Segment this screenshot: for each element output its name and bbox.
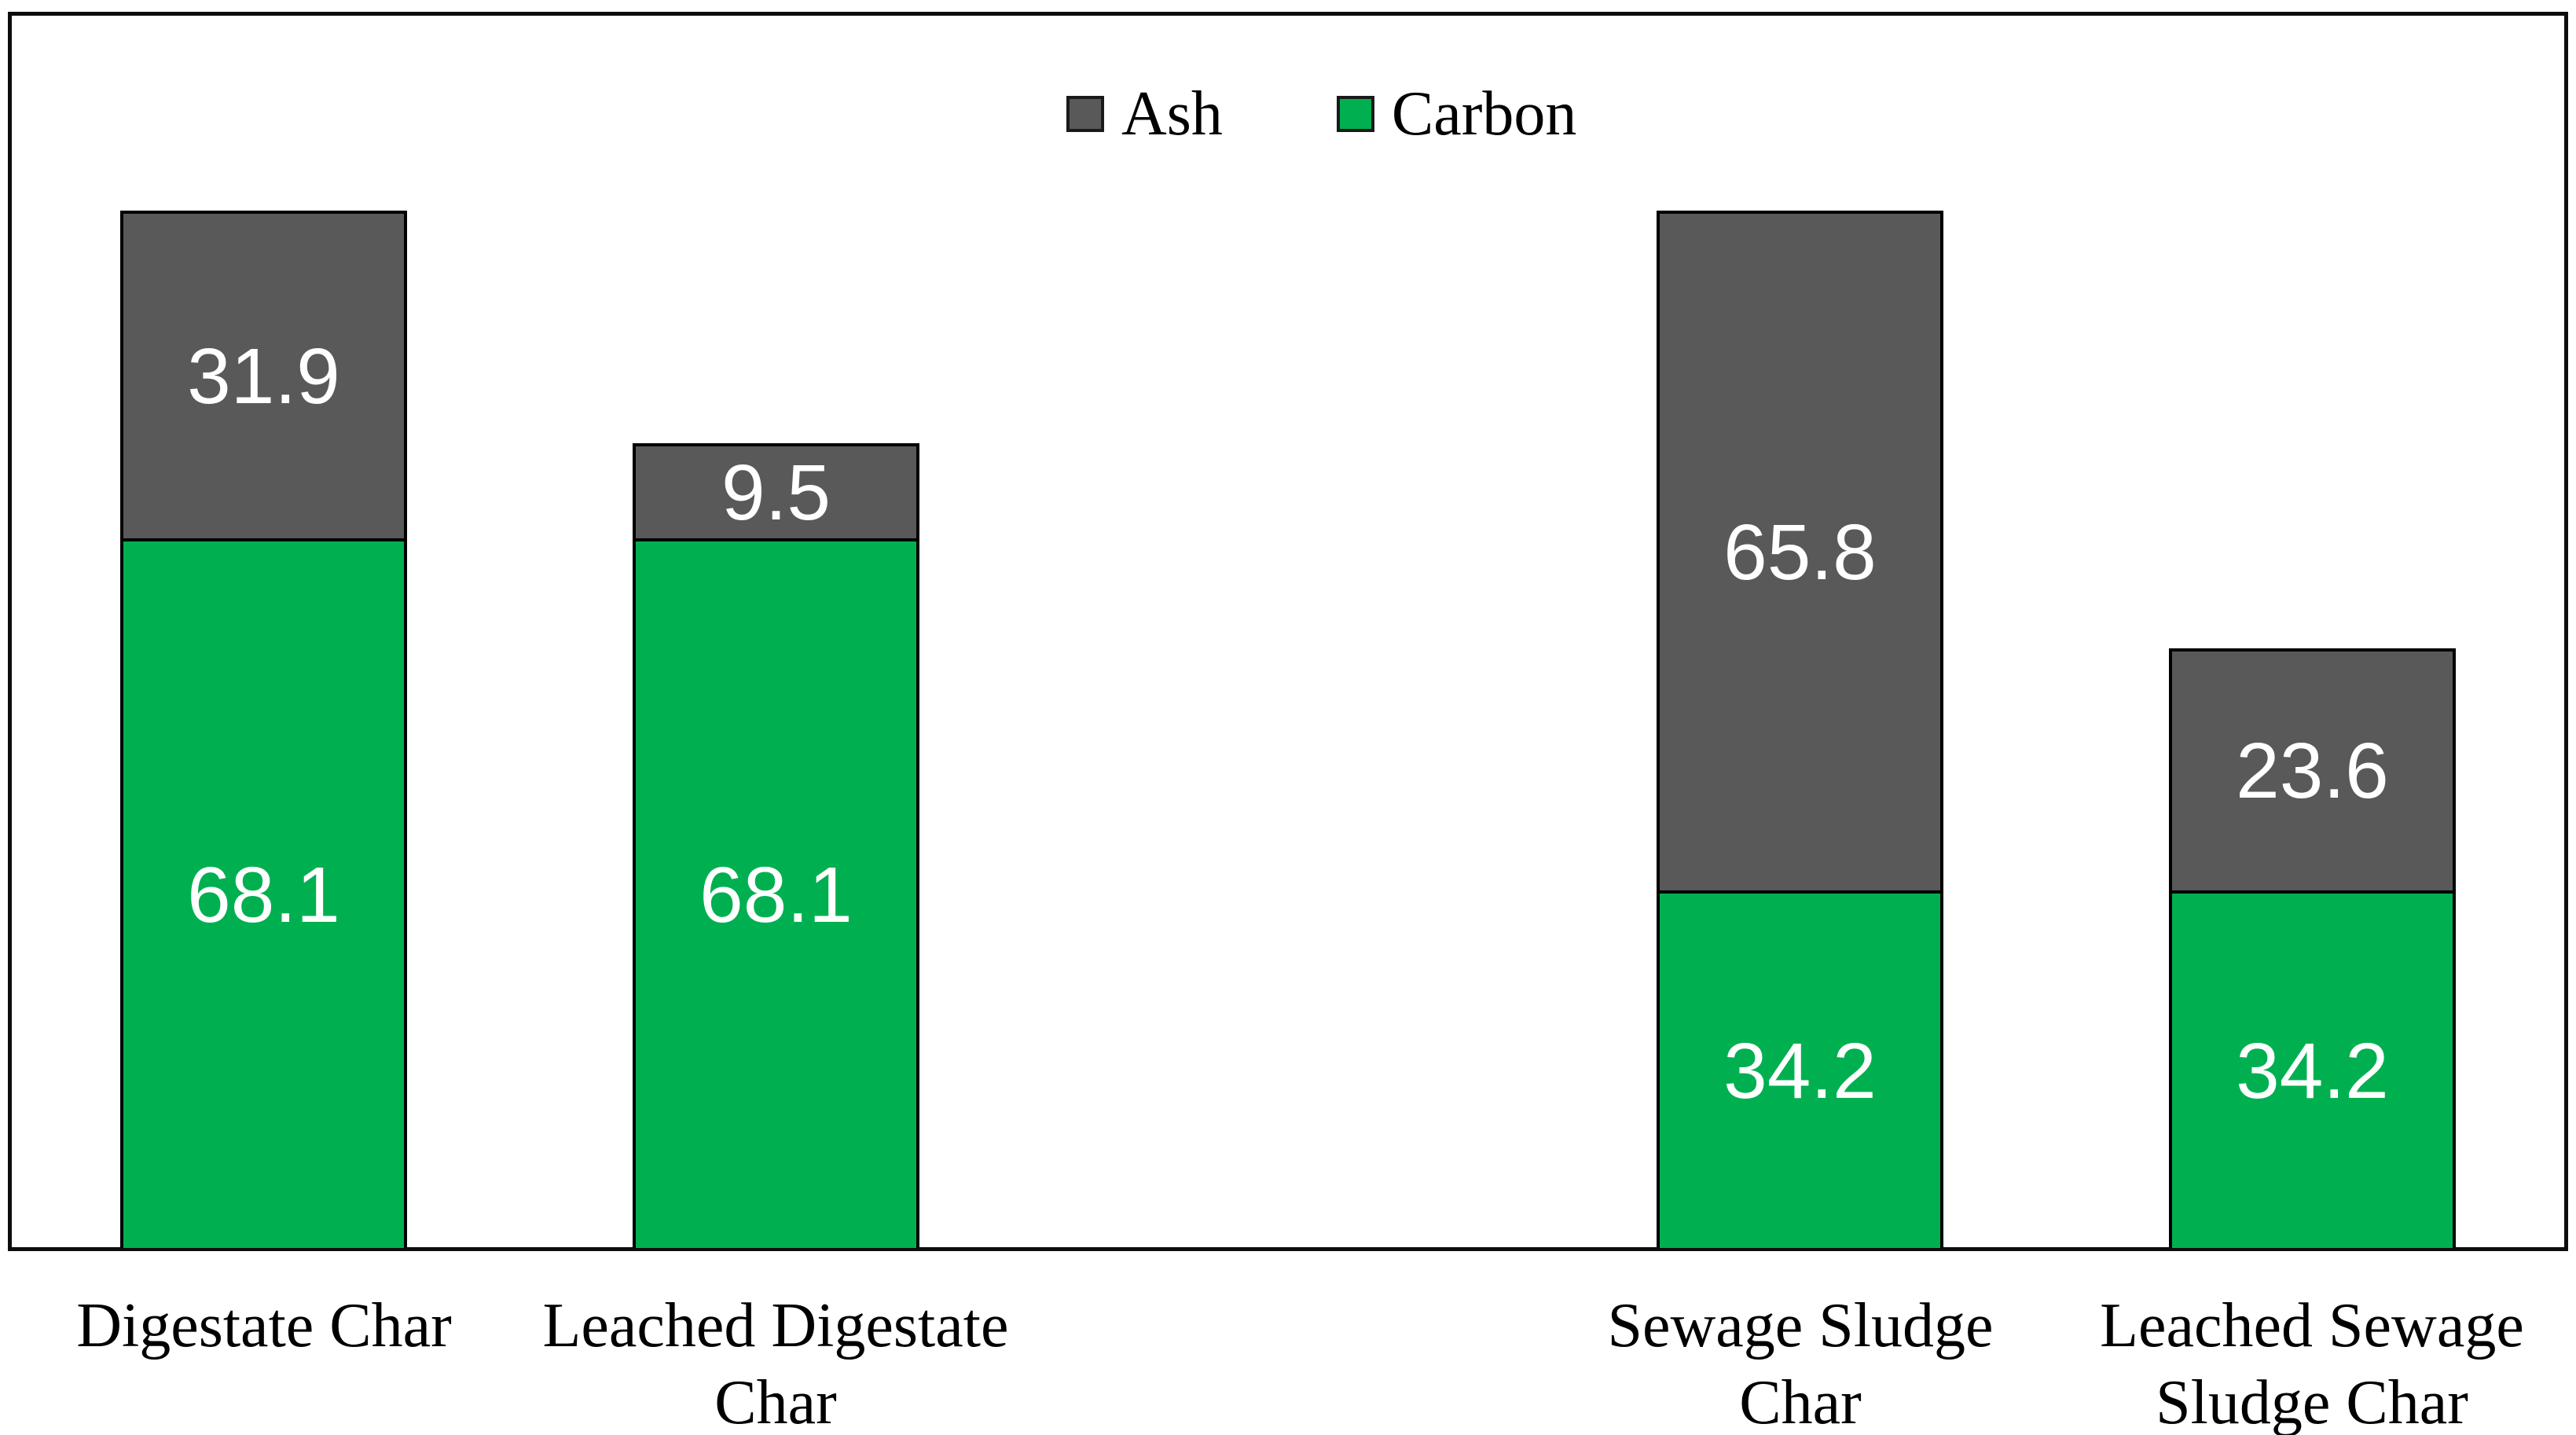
category-label-line: Sewage Sludge xyxy=(1607,1291,1994,1360)
category-label-line: Digestate Char xyxy=(76,1291,452,1360)
carbon-bar-segment xyxy=(120,541,407,1248)
category-label-line: Char xyxy=(1739,1368,1862,1435)
legend-label-ash: Ash xyxy=(1121,79,1223,149)
category-label-line: Leached Digestate xyxy=(542,1291,1009,1360)
ash-value-label: 9.5 xyxy=(721,449,831,537)
ash-legend-swatch-icon xyxy=(1066,96,1104,132)
carbon-legend-swatch-icon xyxy=(1336,96,1374,132)
plot-area xyxy=(8,12,2568,1251)
ash-value-label: 31.9 xyxy=(187,332,340,420)
ash-value-label: 65.8 xyxy=(1723,508,1877,596)
carbon-value-label: 68.1 xyxy=(187,851,340,939)
legend-item-ash: Ash xyxy=(1066,81,1223,147)
ash-bar-segment xyxy=(1657,211,1943,894)
ash-bar-segment xyxy=(2169,648,2456,894)
category-label-line: Leached Sewage xyxy=(2100,1291,2524,1360)
category-label-line: Char xyxy=(714,1368,837,1435)
legend-item-carbon: Carbon xyxy=(1336,79,1577,149)
carbon-bar-segment xyxy=(1657,894,1943,1248)
category-label-0: Digestate Char xyxy=(0,1287,539,1364)
carbon-value-label: 68.1 xyxy=(699,851,853,939)
ash-value-label: 23.6 xyxy=(2236,727,2389,815)
carbon-bar-segment xyxy=(2169,894,2456,1248)
legend: Ash Carbon xyxy=(1066,81,1576,147)
category-label-2: Sewage Sludge Char xyxy=(1525,1287,2075,1435)
ash-bar-segment xyxy=(120,211,407,541)
category-label-3: Leached Sewage Sludge Char xyxy=(2037,1287,2576,1435)
category-label-1: Leached Digestate Char xyxy=(501,1287,1051,1435)
carbon-bar-segment xyxy=(633,541,919,1248)
ash-bar-segment xyxy=(633,443,919,541)
legend-label-carbon: Carbon xyxy=(1391,79,1577,149)
category-label-line: Sludge Char xyxy=(2156,1368,2468,1435)
carbon-value-label: 34.2 xyxy=(1723,1027,1877,1115)
carbon-value-label: 34.2 xyxy=(2236,1027,2389,1115)
